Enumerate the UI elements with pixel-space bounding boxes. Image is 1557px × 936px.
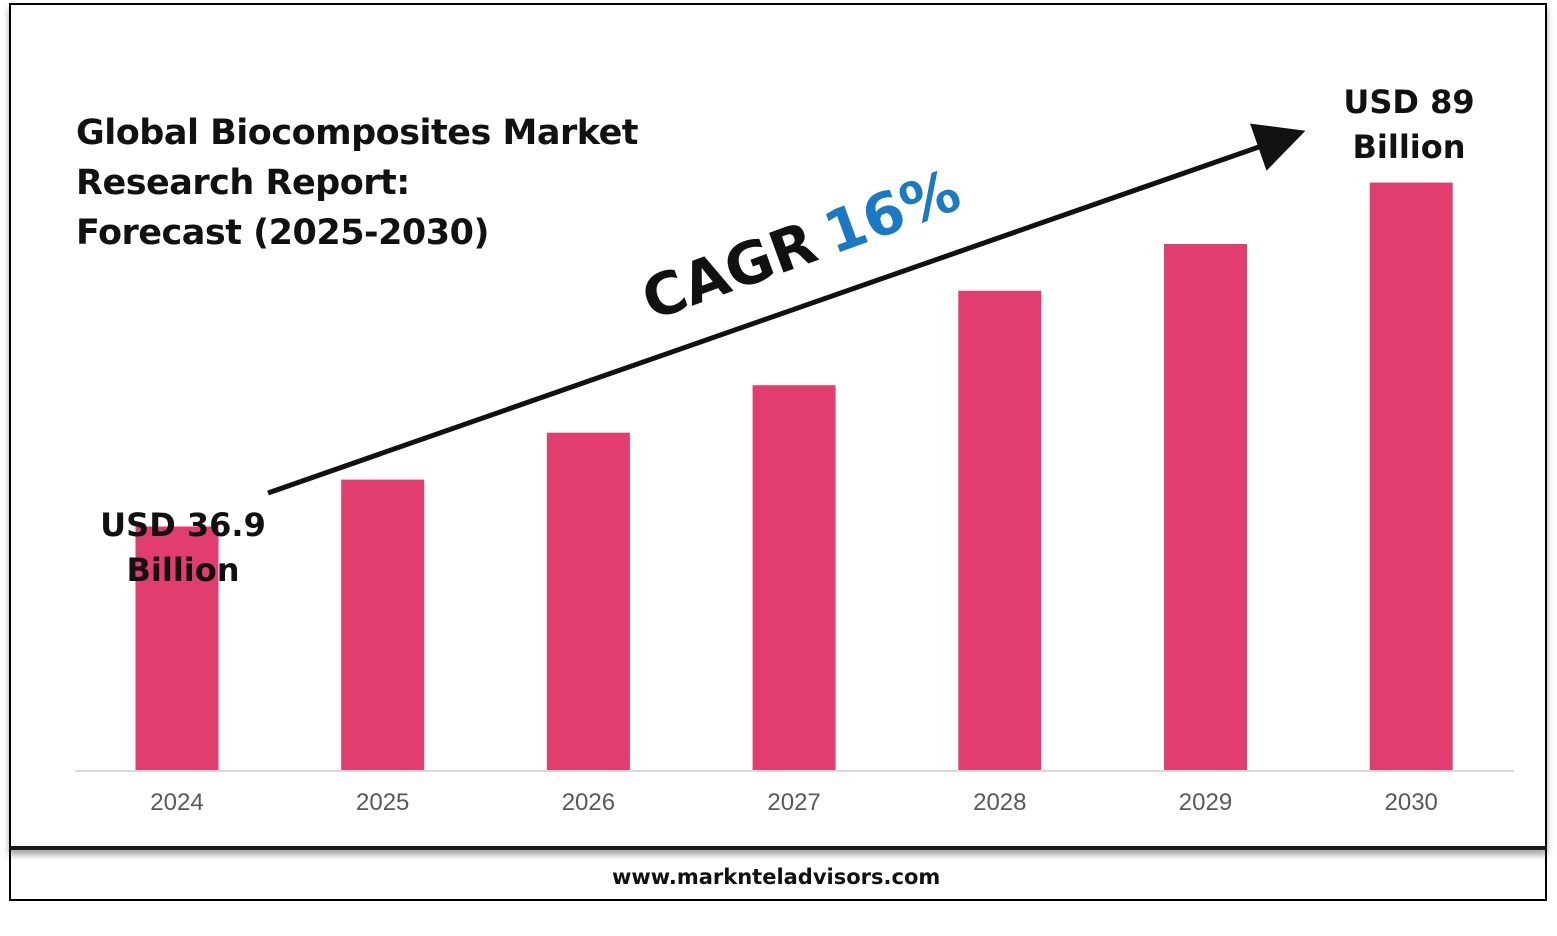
- outer-frame: [9, 3, 1547, 901]
- start-value-label: USD 36.9 Billion: [73, 503, 293, 593]
- x-tick-labels: 2024 2025 2026 2027 2028 2029 2030: [150, 789, 1438, 816]
- title-line-1: Global Biocomposites Market: [76, 113, 639, 153]
- x-tick-label-2026: 2026: [562, 789, 615, 816]
- bar-2026: [546, 432, 630, 770]
- end-value-line-1: USD 89: [1343, 83, 1475, 121]
- x-tick-label-2028: 2028: [973, 789, 1026, 816]
- x-tick-label-2030: 2030: [1385, 789, 1438, 816]
- bar-2027: [752, 385, 836, 770]
- bar-2029: [1164, 244, 1247, 770]
- x-tick-label-2029: 2029: [1179, 789, 1232, 816]
- bar-2024: [135, 526, 219, 770]
- trend-arrow: [267, 123, 1306, 496]
- x-tick-label-2025: 2025: [356, 789, 409, 816]
- x-tick-label-2024: 2024: [150, 789, 203, 816]
- bar-2025: [341, 479, 425, 770]
- title-line-2: Research Report:: [76, 163, 410, 203]
- title-line-3: Forecast (2025-2030): [76, 213, 490, 253]
- bars-group: [135, 182, 1453, 771]
- end-value-label: USD 89 Billion: [1299, 80, 1519, 170]
- chart-title: Global Biocomposites Market Research Rep…: [76, 108, 716, 258]
- footer-website: www.marknteladvisors.com: [612, 865, 941, 889]
- x-tick-label-2027: 2027: [767, 789, 820, 816]
- start-value-line-2: Billion: [126, 551, 240, 589]
- start-value-line-1: USD 36.9: [100, 506, 266, 544]
- chart-panel: [9, 3, 1547, 850]
- bar-2028: [958, 290, 1042, 770]
- end-value-line-2: Billion: [1352, 128, 1466, 166]
- bar-2030: [1369, 182, 1453, 771]
